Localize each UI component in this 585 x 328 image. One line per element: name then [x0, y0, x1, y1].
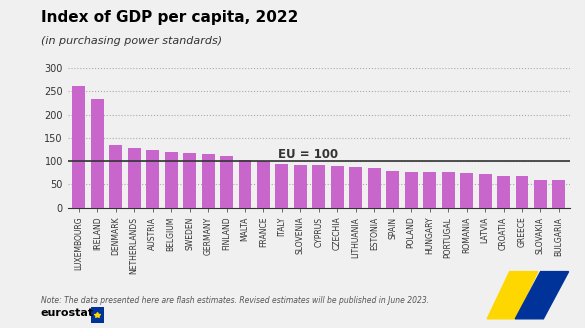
Bar: [312, 165, 325, 208]
Bar: [552, 180, 565, 208]
Bar: [73, 86, 85, 208]
Bar: [479, 174, 491, 208]
Bar: [423, 172, 436, 208]
Text: eurostat: eurostat: [41, 308, 94, 318]
Bar: [165, 152, 178, 208]
Text: Note: The data presented here are flash estimates. Revised estimates will be pub: Note: The data presented here are flash …: [41, 296, 429, 305]
Bar: [294, 165, 307, 208]
Bar: [91, 99, 104, 208]
Bar: [220, 156, 233, 208]
Bar: [331, 166, 344, 208]
Text: EU = 100: EU = 100: [278, 148, 338, 161]
Bar: [368, 168, 381, 208]
Text: (in purchasing power standards): (in purchasing power standards): [41, 36, 222, 46]
Bar: [442, 172, 455, 208]
Bar: [349, 167, 362, 208]
Bar: [257, 161, 270, 208]
Polygon shape: [515, 272, 569, 319]
Bar: [534, 180, 547, 208]
Polygon shape: [487, 272, 538, 319]
Bar: [386, 171, 399, 208]
Bar: [276, 164, 288, 208]
Bar: [146, 150, 159, 208]
Bar: [202, 154, 215, 208]
Bar: [128, 148, 140, 208]
Bar: [497, 176, 510, 208]
Bar: [109, 145, 122, 208]
Bar: [460, 173, 473, 208]
Bar: [239, 160, 252, 208]
Bar: [183, 153, 196, 208]
Text: Index of GDP per capita, 2022: Index of GDP per capita, 2022: [41, 10, 298, 25]
Bar: [405, 172, 418, 208]
Bar: [515, 176, 528, 208]
